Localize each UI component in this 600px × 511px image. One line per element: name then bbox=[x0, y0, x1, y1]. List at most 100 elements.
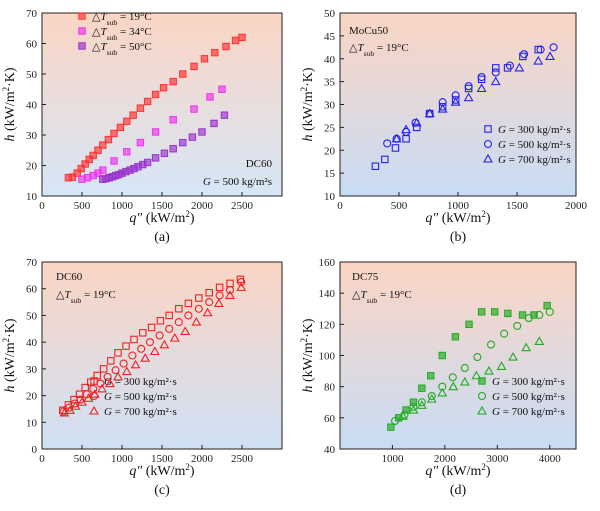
y-tick-label: 40 bbox=[26, 100, 38, 112]
data-point bbox=[136, 138, 145, 147]
data-point bbox=[73, 169, 81, 177]
data-point bbox=[438, 103, 447, 111]
data-point bbox=[448, 381, 459, 391]
data-point bbox=[391, 144, 400, 152]
data-point bbox=[513, 321, 522, 330]
data-point bbox=[218, 85, 226, 93]
legend-marker bbox=[78, 42, 86, 50]
data-point bbox=[121, 366, 132, 376]
data-point bbox=[383, 139, 392, 148]
data-point bbox=[205, 298, 214, 307]
plot-background bbox=[340, 262, 576, 449]
legend-label: G = 700 kg/m²·s bbox=[492, 406, 565, 418]
x-tick-label: 1500 bbox=[151, 453, 174, 465]
legend-label: G = 700 kg/m²·s bbox=[104, 406, 177, 418]
data-point bbox=[504, 309, 512, 318]
data-point bbox=[460, 363, 469, 373]
series-1 bbox=[64, 33, 246, 182]
x-tick-label: 1500 bbox=[506, 200, 529, 212]
data-point bbox=[437, 103, 448, 113]
data-point bbox=[129, 111, 137, 119]
data-point bbox=[371, 162, 380, 171]
data-point bbox=[533, 55, 544, 65]
legend-label: G = 700 kg/m²·s bbox=[498, 154, 571, 166]
data-point bbox=[225, 285, 235, 295]
legend-marker bbox=[478, 377, 486, 385]
y-tick-label: 45 bbox=[324, 31, 336, 43]
data-point bbox=[408, 404, 419, 414]
x-tick-label: 1000 bbox=[381, 453, 404, 465]
data-point bbox=[110, 157, 118, 165]
legend-label: △Tsub = 19°C bbox=[92, 11, 152, 27]
data-point bbox=[68, 173, 77, 181]
data-point bbox=[99, 166, 107, 174]
data-point bbox=[169, 145, 177, 153]
chart-annotation: DC60 bbox=[56, 271, 83, 283]
data-point bbox=[113, 371, 123, 381]
x-tick-label: 1500 bbox=[151, 200, 174, 212]
data-point bbox=[490, 76, 501, 86]
data-point bbox=[99, 141, 107, 149]
panel-label: (a) bbox=[154, 230, 170, 245]
data-point bbox=[225, 290, 235, 299]
legend-marker bbox=[89, 391, 99, 401]
x-tick-label: 1000 bbox=[447, 200, 470, 212]
data-point bbox=[110, 129, 118, 138]
plot-background bbox=[42, 262, 282, 449]
legend-label: G = 500 kg/m²·s bbox=[492, 391, 565, 403]
series-3 bbox=[99, 111, 229, 183]
data-point bbox=[104, 135, 113, 144]
data-point bbox=[465, 320, 473, 329]
legend-marker bbox=[78, 12, 86, 20]
legend: △Tsub = 19°C△Tsub = 34°C△Tsub = 50°C bbox=[78, 11, 152, 57]
series-2 bbox=[391, 307, 554, 426]
y-tick-label: 60 bbox=[324, 413, 336, 425]
data-point bbox=[437, 387, 448, 397]
data-point bbox=[237, 277, 246, 287]
legend-marker bbox=[90, 377, 98, 385]
y-tick-label: 50 bbox=[26, 69, 38, 81]
y-tick-label: 15 bbox=[324, 168, 336, 180]
data-point bbox=[416, 400, 427, 409]
legend-label: △Tsub = 50°C bbox=[92, 41, 152, 57]
x-tick-label: 2500 bbox=[231, 200, 254, 212]
data-point bbox=[231, 36, 240, 45]
data-point bbox=[524, 314, 533, 323]
axes-frame bbox=[41, 12, 283, 197]
data-point bbox=[188, 133, 197, 141]
data-point bbox=[175, 304, 183, 313]
y-tick-label: 60 bbox=[26, 39, 38, 51]
data-point bbox=[427, 391, 436, 401]
data-point bbox=[156, 317, 165, 325]
data-point bbox=[137, 344, 146, 353]
y-tick-label: 40 bbox=[26, 337, 38, 349]
data-point bbox=[122, 342, 130, 350]
data-point bbox=[519, 52, 527, 61]
data-point bbox=[402, 406, 410, 414]
data-point bbox=[210, 119, 218, 128]
x-tick-label: 500 bbox=[391, 200, 408, 212]
x-tick-label: 500 bbox=[74, 453, 91, 465]
data-point bbox=[387, 423, 395, 431]
chart-panel-a: 0 500 1000 1500 2000 2500 10 20 30 40 50 60 70 △Tsub … bbox=[1, 8, 283, 245]
legend: G = 300 kg/m²·s G = 500 kg/m²·s G = 700 kg… bbox=[89, 376, 177, 418]
data-point bbox=[418, 384, 426, 392]
x-tick-label: 500 bbox=[74, 200, 91, 212]
data-point bbox=[151, 128, 160, 136]
data-point bbox=[165, 311, 173, 320]
chart-annotation: DC60 bbox=[246, 158, 273, 170]
data-point bbox=[483, 365, 494, 375]
data-point bbox=[190, 105, 198, 113]
data-point bbox=[411, 117, 422, 127]
y-tick-label: 140 bbox=[319, 288, 336, 300]
y-tick-label: 35 bbox=[324, 77, 336, 89]
data-point bbox=[451, 333, 460, 341]
data-point bbox=[476, 83, 487, 93]
data-point bbox=[114, 349, 122, 357]
data-point bbox=[59, 406, 67, 415]
data-point bbox=[545, 51, 555, 61]
data-point bbox=[200, 55, 209, 63]
data-point bbox=[220, 111, 229, 119]
data-point bbox=[136, 104, 145, 112]
data-point bbox=[160, 149, 169, 158]
